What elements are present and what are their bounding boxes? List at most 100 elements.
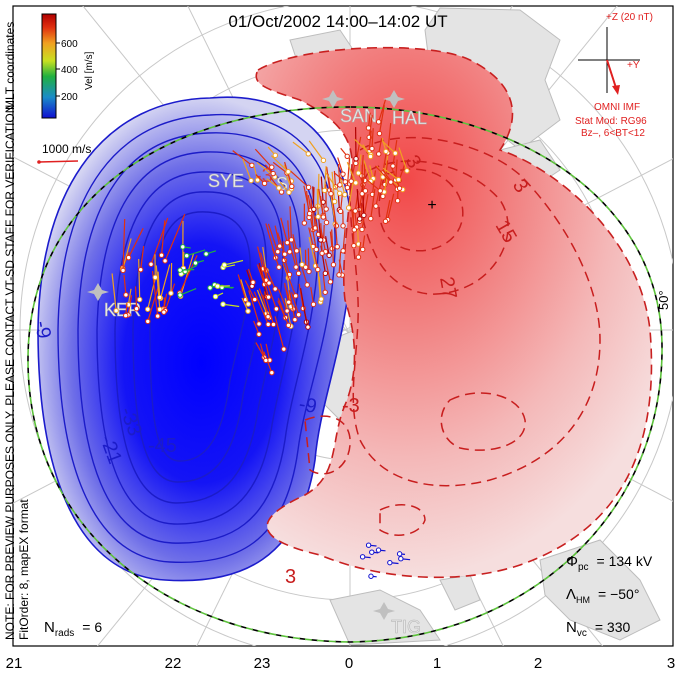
- velocity-vector: [288, 290, 296, 320]
- vector-origin: [161, 309, 167, 315]
- velocity-vector: [277, 232, 286, 255]
- colorbar-tick-600: 600: [61, 39, 78, 50]
- vector-origin: [136, 296, 143, 303]
- vector-origin: [292, 293, 299, 299]
- vector-origin: [340, 248, 346, 254]
- velocity-vector: [310, 287, 315, 305]
- vector-origin: [359, 191, 365, 197]
- vector-origin: [152, 274, 158, 281]
- vector-origin: [207, 285, 213, 291]
- velocity-vector: [138, 258, 141, 300]
- velocity-vector: [342, 228, 346, 251]
- vector-origin: [162, 258, 168, 264]
- vector-origin: [306, 268, 312, 275]
- vector-origin: [313, 246, 319, 253]
- lambda-symbol: Λ: [566, 586, 576, 603]
- vector-origin: [184, 252, 190, 259]
- vector-origin: [361, 212, 367, 219]
- vector-origin: [336, 190, 343, 197]
- contour-label: -3: [342, 395, 360, 417]
- nvc-value: = 330: [595, 619, 631, 635]
- vector-origin: [269, 369, 275, 376]
- vector-origin: [376, 151, 382, 157]
- vector-origin: [158, 252, 165, 258]
- vector-origin: [353, 160, 359, 167]
- velocity-vector: [111, 273, 117, 311]
- velocity-vector: [303, 185, 311, 214]
- vector-origin: [380, 174, 386, 180]
- vector-origin: [286, 189, 292, 196]
- velocity-vector: [374, 165, 392, 183]
- velocity-vector: [256, 289, 268, 314]
- velocity-vector: [289, 206, 292, 240]
- velocity-vector: [337, 157, 344, 175]
- velocity-vector: [313, 251, 319, 270]
- vector-origin: [177, 292, 183, 298]
- velocity-vector: [278, 288, 288, 312]
- imf-source-label: OMNI IMF: [594, 102, 640, 113]
- vector-origin: [120, 267, 126, 274]
- velocity-vector: [170, 262, 173, 294]
- lambda-value: = −50°: [598, 586, 639, 602]
- vector-origin: [311, 206, 317, 213]
- vector-origin: [362, 188, 369, 194]
- vector-origin: [266, 280, 272, 286]
- vector-origin: [355, 170, 362, 176]
- velocity-vector: [280, 217, 288, 243]
- vector-origin: [323, 219, 330, 226]
- velocity-vector: [155, 265, 161, 310]
- vector-origin: [177, 267, 183, 273]
- radar-site-hal: HAL: [383, 90, 427, 128]
- vector-origin: [289, 183, 295, 190]
- vector-origin: [368, 215, 374, 222]
- vector-origin: [276, 185, 282, 191]
- vector-origin: [137, 266, 144, 273]
- vector-origin: [390, 163, 396, 169]
- velocity-vector: [322, 274, 326, 293]
- mlt-tick-21: 21: [6, 655, 23, 672]
- vector-origin: [245, 308, 251, 314]
- contour-label: -9: [30, 319, 55, 340]
- vector-origin: [192, 260, 199, 266]
- vector-origin: [323, 206, 329, 212]
- vector-origin: [284, 308, 290, 314]
- vector-origin: [293, 264, 299, 270]
- potential-max-marker: +: [427, 197, 436, 214]
- velocity-vector: [282, 263, 297, 297]
- velocity-vector: [331, 229, 335, 265]
- map-title: 01/Oct/2002 14:00–14:02 UT: [228, 12, 447, 31]
- radar-label-sye: SYE: [208, 171, 244, 191]
- velocity-vector: [361, 194, 369, 230]
- vector-origin: [263, 357, 269, 364]
- contour-label: -9: [297, 393, 318, 418]
- vector-origin: [367, 153, 374, 160]
- phi-value: = 134 kV: [597, 553, 653, 569]
- velocity-vector: [128, 228, 144, 258]
- velocity-vector: [387, 123, 392, 153]
- vector-origin: [318, 296, 324, 302]
- vector-origin: [269, 164, 275, 170]
- velocity-vector: [244, 280, 256, 300]
- vector-origin: [292, 316, 298, 323]
- velocity-vector: [237, 274, 247, 300]
- vector-origin: [221, 262, 228, 268]
- nvc-subscript: vc: [577, 628, 587, 639]
- velocity-vector: [331, 171, 336, 202]
- velocity-vector: [150, 217, 169, 265]
- vector-origin: [368, 573, 374, 579]
- velocity-vector: [368, 130, 372, 152]
- vector-origin: [276, 264, 282, 270]
- velocity-vector: [157, 271, 161, 298]
- vector-origin: [321, 187, 328, 194]
- velocity-vector: [307, 248, 310, 272]
- velocity-vector: [122, 218, 126, 271]
- vector-count: Nvc = 330: [566, 619, 630, 639]
- nrads-subscript: rads: [55, 628, 74, 639]
- vector-origin: [394, 198, 401, 204]
- vector-origin: [305, 184, 312, 191]
- velocity-vector: [324, 258, 332, 282]
- vector-origin: [272, 286, 278, 292]
- vector-origin: [214, 283, 221, 289]
- vector-origin: [376, 130, 383, 137]
